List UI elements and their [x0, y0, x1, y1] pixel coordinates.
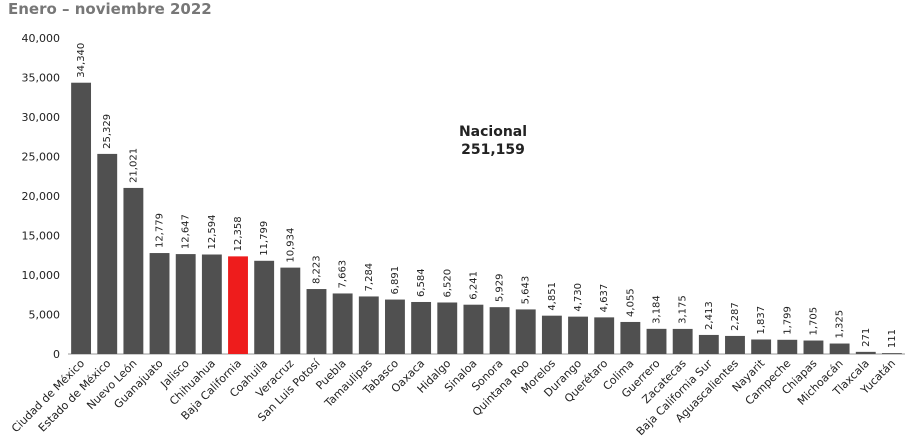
- bar: [568, 316, 588, 354]
- bar: [489, 307, 510, 354]
- y-tick-label: 25,000: [22, 151, 61, 164]
- bar: [594, 317, 615, 354]
- bar: [855, 351, 876, 354]
- value-label: 12,779: [155, 213, 166, 248]
- value-label: 4,730: [573, 283, 584, 312]
- bar: [541, 315, 562, 354]
- value-label: 1,837: [756, 306, 767, 335]
- value-label: 11,799: [259, 221, 270, 256]
- value-label: 12,594: [207, 215, 218, 250]
- value-label: 4,851: [547, 282, 558, 311]
- bar: [751, 339, 772, 354]
- value-label: 6,891: [390, 266, 401, 295]
- bar: [672, 328, 693, 354]
- value-label: 5,643: [521, 276, 532, 305]
- value-label: 2,413: [704, 301, 715, 330]
- bar: [437, 302, 458, 354]
- value-label: 3,184: [652, 295, 663, 324]
- value-label: 1,799: [782, 306, 793, 335]
- y-tick-label: 35,000: [22, 72, 61, 85]
- value-label: 12,647: [181, 214, 192, 249]
- value-label: 1,705: [808, 307, 819, 336]
- bar: [71, 82, 92, 355]
- bar: [97, 153, 118, 354]
- y-tick-label: 30,000: [22, 111, 61, 124]
- value-label: 8,223: [311, 255, 322, 284]
- value-label: 3,175: [678, 295, 689, 324]
- bar: [201, 254, 222, 354]
- bar: [254, 260, 275, 354]
- value-label: 4,637: [599, 284, 610, 313]
- bar: [646, 328, 667, 354]
- bar: [725, 335, 745, 354]
- bar: [228, 256, 248, 354]
- value-label: 111: [887, 329, 898, 348]
- value-label: 21,021: [128, 148, 139, 183]
- chart-title: Enero – noviembre 2022: [8, 0, 212, 18]
- value-label: 10,934: [285, 228, 296, 263]
- value-label: 1,325: [835, 310, 846, 339]
- value-label: 12,358: [233, 216, 244, 251]
- value-label: 34,340: [76, 43, 87, 78]
- y-tick-label: 0: [53, 348, 60, 361]
- y-tick-label: 15,000: [22, 230, 61, 243]
- bar: [280, 267, 301, 354]
- bar: [777, 339, 798, 354]
- y-tick-label: 10,000: [22, 269, 61, 282]
- bar: [881, 353, 902, 354]
- value-label: 7,663: [338, 260, 349, 289]
- value-label: 2,287: [730, 302, 741, 331]
- bar: [463, 304, 484, 354]
- bar: [175, 254, 196, 354]
- bar: [803, 340, 824, 354]
- value-label: 6,584: [416, 268, 427, 297]
- y-tick-label: 20,000: [22, 190, 61, 203]
- bar: [332, 293, 353, 354]
- annotation-label: Nacional: [459, 124, 527, 140]
- bar: [123, 187, 144, 354]
- bar: [829, 343, 850, 354]
- value-label: 6,241: [468, 271, 479, 300]
- annotation-value: 251,159: [461, 142, 525, 158]
- value-label: 5,929: [495, 274, 506, 303]
- value-label: 25,329: [102, 114, 113, 149]
- value-label: 6,520: [442, 269, 453, 298]
- bar: [698, 334, 719, 354]
- bar: [385, 299, 405, 354]
- value-label: 4,055: [625, 288, 636, 317]
- value-label: 271: [861, 328, 872, 347]
- bar: [306, 289, 327, 354]
- bar: [149, 253, 170, 354]
- y-tick-label: 40,000: [22, 32, 61, 45]
- y-tick-label: 5,000: [29, 309, 61, 322]
- value-label: 7,284: [364, 263, 375, 292]
- bar: [515, 309, 536, 354]
- bar: [358, 296, 379, 354]
- bar: [411, 301, 432, 354]
- bar: [620, 321, 641, 354]
